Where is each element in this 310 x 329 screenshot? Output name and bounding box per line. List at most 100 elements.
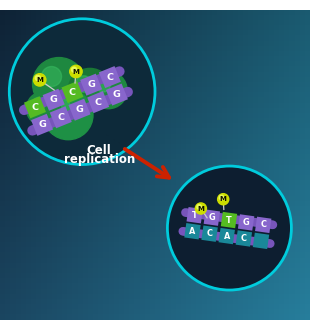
Bar — [26, 195, 31, 201]
Bar — [300, 211, 305, 216]
Bar — [232, 159, 238, 164]
Bar — [5, 82, 10, 87]
Bar — [222, 82, 227, 87]
Bar — [10, 283, 16, 289]
Bar — [16, 175, 21, 180]
Bar — [67, 51, 72, 56]
Bar — [114, 242, 119, 247]
Bar — [52, 10, 57, 15]
Bar — [26, 113, 31, 118]
Bar — [222, 201, 227, 206]
Bar — [258, 61, 263, 66]
Bar — [217, 20, 222, 25]
Bar — [134, 77, 140, 82]
Bar — [155, 258, 160, 263]
Bar — [232, 164, 238, 170]
Bar — [212, 232, 217, 237]
Bar — [150, 226, 155, 232]
Bar — [258, 46, 263, 51]
Bar — [196, 221, 202, 226]
Bar — [83, 97, 88, 103]
Bar — [140, 10, 145, 15]
Bar — [284, 159, 289, 164]
Bar — [196, 103, 202, 108]
Bar — [170, 309, 176, 314]
Bar — [155, 113, 160, 118]
Bar — [176, 180, 181, 185]
Bar — [150, 278, 155, 283]
Bar — [155, 103, 160, 108]
Bar — [62, 216, 67, 221]
Bar — [78, 206, 83, 211]
Bar — [176, 97, 181, 103]
Bar — [294, 25, 300, 30]
Bar — [207, 35, 212, 40]
Bar — [52, 268, 57, 273]
Bar — [150, 299, 155, 304]
Bar — [227, 51, 232, 56]
Bar — [0, 56, 5, 61]
Bar — [279, 304, 284, 309]
Bar — [145, 170, 150, 175]
Bar — [279, 211, 284, 216]
Bar — [36, 154, 41, 159]
Bar — [253, 66, 258, 71]
Bar — [16, 294, 21, 299]
Bar — [284, 118, 289, 123]
Bar — [88, 221, 93, 226]
Bar — [36, 242, 41, 247]
Bar — [16, 30, 21, 35]
Bar — [46, 268, 52, 273]
Bar — [114, 35, 119, 40]
Bar — [222, 108, 227, 113]
Bar — [284, 294, 289, 299]
Bar — [279, 314, 284, 319]
Bar — [196, 66, 202, 71]
Bar — [52, 118, 57, 123]
Bar — [232, 35, 238, 40]
Bar — [88, 170, 93, 175]
Bar — [289, 216, 294, 221]
Bar — [114, 154, 119, 159]
Polygon shape — [50, 106, 72, 128]
Bar — [222, 211, 227, 216]
Bar — [279, 221, 284, 226]
Bar — [186, 190, 191, 195]
Text: replication: replication — [64, 153, 135, 166]
Bar — [176, 15, 181, 20]
Bar — [26, 25, 31, 30]
Bar — [145, 71, 150, 77]
Bar — [57, 283, 62, 289]
Bar — [145, 51, 150, 56]
Bar — [78, 30, 83, 35]
Bar — [253, 40, 258, 46]
Bar — [140, 216, 145, 221]
Bar — [57, 51, 62, 56]
Bar — [46, 46, 52, 51]
Bar — [26, 144, 31, 149]
Bar — [202, 92, 207, 97]
Bar — [253, 30, 258, 35]
Bar — [227, 87, 232, 92]
Bar — [222, 216, 227, 221]
Bar — [5, 299, 10, 304]
Bar — [160, 40, 165, 46]
Bar — [103, 247, 108, 252]
Bar — [305, 149, 310, 154]
Bar — [253, 87, 258, 92]
Bar — [134, 195, 140, 201]
Bar — [155, 226, 160, 232]
Bar — [253, 237, 258, 242]
Bar — [78, 92, 83, 97]
Bar — [253, 51, 258, 56]
Bar — [140, 108, 145, 113]
Bar — [294, 299, 300, 304]
Bar — [264, 10, 269, 15]
Bar — [258, 35, 263, 40]
Bar — [279, 134, 284, 139]
Bar — [253, 170, 258, 175]
Bar — [10, 206, 16, 211]
Bar — [57, 263, 62, 268]
Bar — [57, 118, 62, 123]
Bar — [31, 232, 36, 237]
